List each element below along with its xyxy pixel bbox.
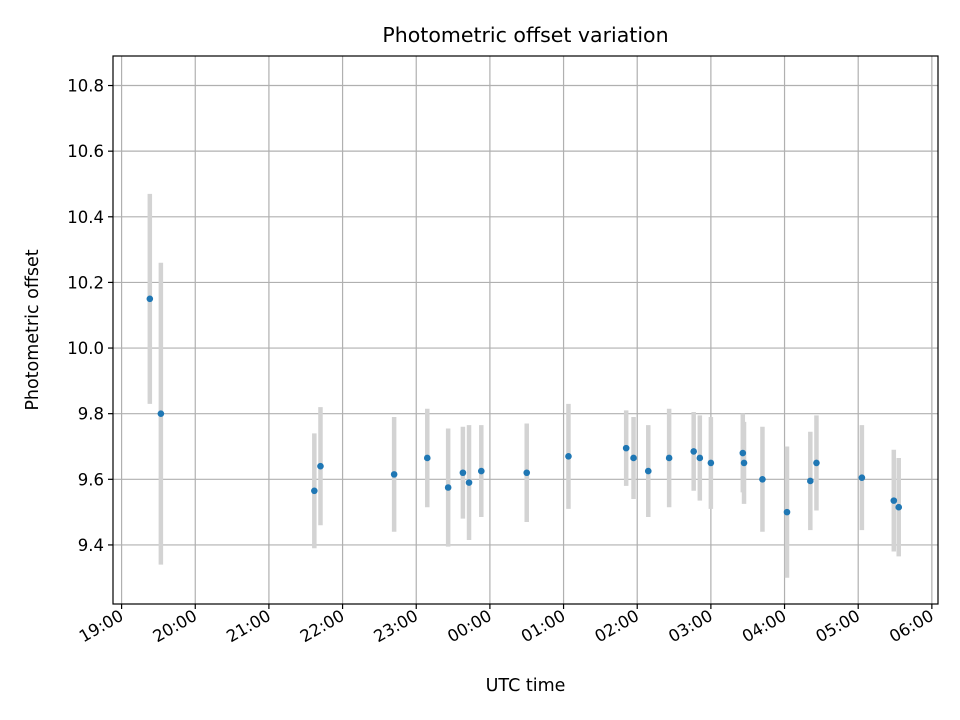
data-point	[707, 459, 715, 467]
data-point	[478, 467, 485, 475]
chart-title: Photometric offset variation	[382, 23, 668, 47]
x-axis: 19:00 20:00 21:00 22:00 23:00 00:00 01:00 02:00…	[76, 604, 937, 646]
data-point	[390, 471, 398, 478]
data-point	[890, 497, 898, 504]
data-point	[459, 469, 467, 477]
x-tick-label: 03:00	[665, 606, 716, 646]
data-point	[317, 462, 324, 470]
data-point	[157, 410, 165, 417]
x-tick-label: 23:00	[371, 606, 422, 646]
y-tick-label: 10.8	[67, 77, 104, 96]
data-point	[759, 476, 766, 483]
x-tick-label: 22:00	[297, 606, 348, 646]
data-point	[630, 454, 637, 462]
data-point	[523, 469, 531, 477]
data-point	[423, 454, 431, 462]
data-point	[444, 484, 452, 491]
y-tick-label: 10.0	[67, 339, 104, 358]
data-point	[146, 295, 154, 303]
y-tick-label: 10.4	[67, 208, 104, 227]
x-tick-label: 01:00	[518, 606, 569, 646]
y-tick-label: 10.2	[67, 273, 104, 292]
x-tick-label: 05:00	[813, 606, 864, 646]
data-point	[858, 474, 866, 481]
x-axis-label: UTC time	[486, 676, 566, 696]
data-point	[783, 508, 791, 516]
x-tick-label: 21:00	[223, 606, 274, 646]
x-tick-label: 19:00	[76, 606, 127, 646]
error-bars	[147, 193, 901, 578]
data-point	[895, 503, 903, 511]
data-point	[690, 448, 697, 455]
data-point	[740, 459, 748, 467]
x-tick-label: 20:00	[150, 606, 201, 646]
data-point	[665, 454, 673, 462]
x-tick-label: 02:00	[592, 606, 643, 646]
y-tick-label: 9.6	[78, 470, 104, 489]
x-tick-label: 04:00	[739, 606, 790, 646]
data-point	[807, 477, 814, 485]
data-point	[644, 467, 652, 475]
y-tick-label: 10.6	[67, 142, 104, 161]
data-point	[739, 449, 747, 457]
data-point	[813, 459, 820, 467]
data-point	[311, 487, 318, 495]
x-tick-label: 06:00	[886, 606, 937, 646]
data-point	[565, 453, 572, 460]
data-point	[465, 479, 473, 486]
y-tick-label: 9.8	[78, 405, 104, 424]
data-point	[622, 444, 630, 452]
data-points	[146, 295, 903, 516]
y-axis: 9.4 9.6 9.8 10.0 10.2 10.4 10.6 10.8	[67, 77, 113, 555]
y-axis-label: Photometric offset	[23, 249, 43, 410]
plot-area	[112, 55, 939, 605]
x-tick-label: 00:00	[444, 606, 495, 646]
data-point	[696, 454, 704, 462]
y-tick-label: 9.4	[78, 536, 104, 555]
